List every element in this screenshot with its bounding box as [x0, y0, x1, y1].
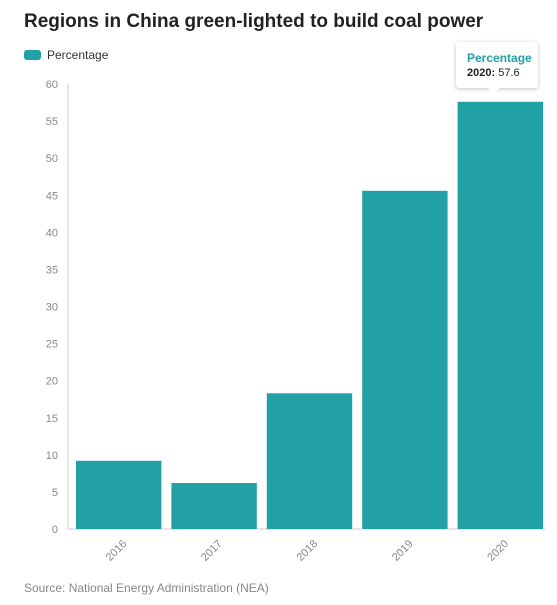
bar-2019	[362, 190, 448, 530]
y-tick-label: 35	[46, 264, 58, 276]
x-tick-label: 2017	[199, 538, 225, 564]
tooltip-value-line: 2020: 57.6	[467, 67, 538, 79]
legend[interactable]: Percentage	[24, 48, 108, 62]
y-tick-label: 15	[46, 413, 58, 425]
legend-label: Percentage	[47, 48, 109, 62]
y-tick-label: 10	[46, 450, 58, 462]
x-tick-label: 2019	[390, 538, 416, 564]
y-tick-label: 0	[52, 524, 58, 536]
tooltip-value: 57.6	[498, 67, 520, 79]
bar-2017	[171, 483, 257, 529]
y-tick-label: 55	[46, 116, 58, 128]
legend-swatch	[24, 50, 41, 60]
tooltip-series: Percentage	[467, 51, 532, 65]
y-tick-label: 20	[46, 376, 58, 388]
y-tick-label: 40	[46, 227, 58, 239]
bar-2020	[457, 101, 543, 530]
y-tick-label: 50	[46, 153, 58, 165]
x-tick-label: 2016	[104, 538, 130, 564]
x-tick-label: 2020	[485, 538, 511, 564]
y-tick-label: 30	[46, 302, 58, 314]
bar-2018	[266, 393, 353, 529]
chart-title: Regions in China green-lighted to build …	[24, 11, 484, 32]
tooltip-category: 2020:	[467, 67, 496, 79]
x-tick-label: 2018	[294, 538, 320, 564]
y-tick-label: 45	[46, 190, 58, 202]
y-tick-label: 60	[46, 79, 58, 91]
y-tick-label: 25	[46, 339, 58, 351]
bar-2016	[76, 460, 162, 529]
source-note: Source: National Energy Administration (…	[24, 581, 269, 595]
tooltip: Percentage 2020: 57.6	[456, 42, 538, 94]
y-tick-label: 5	[52, 487, 58, 499]
